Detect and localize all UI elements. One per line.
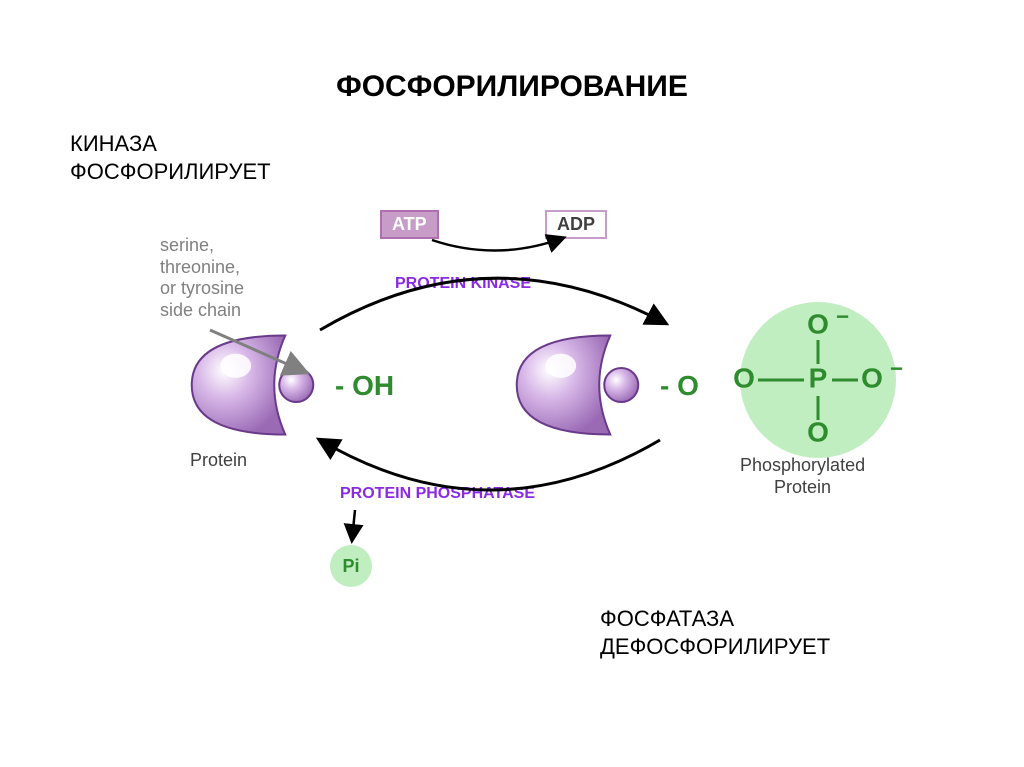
diagram-svg: PO−OO−O — [0, 0, 1024, 767]
svg-text:P: P — [809, 362, 828, 393]
svg-text:−: − — [890, 356, 903, 381]
svg-text:O: O — [733, 362, 755, 393]
svg-text:O: O — [807, 416, 829, 447]
svg-text:O: O — [807, 308, 829, 339]
svg-text:−: − — [836, 304, 849, 329]
svg-text:O: O — [861, 362, 883, 393]
